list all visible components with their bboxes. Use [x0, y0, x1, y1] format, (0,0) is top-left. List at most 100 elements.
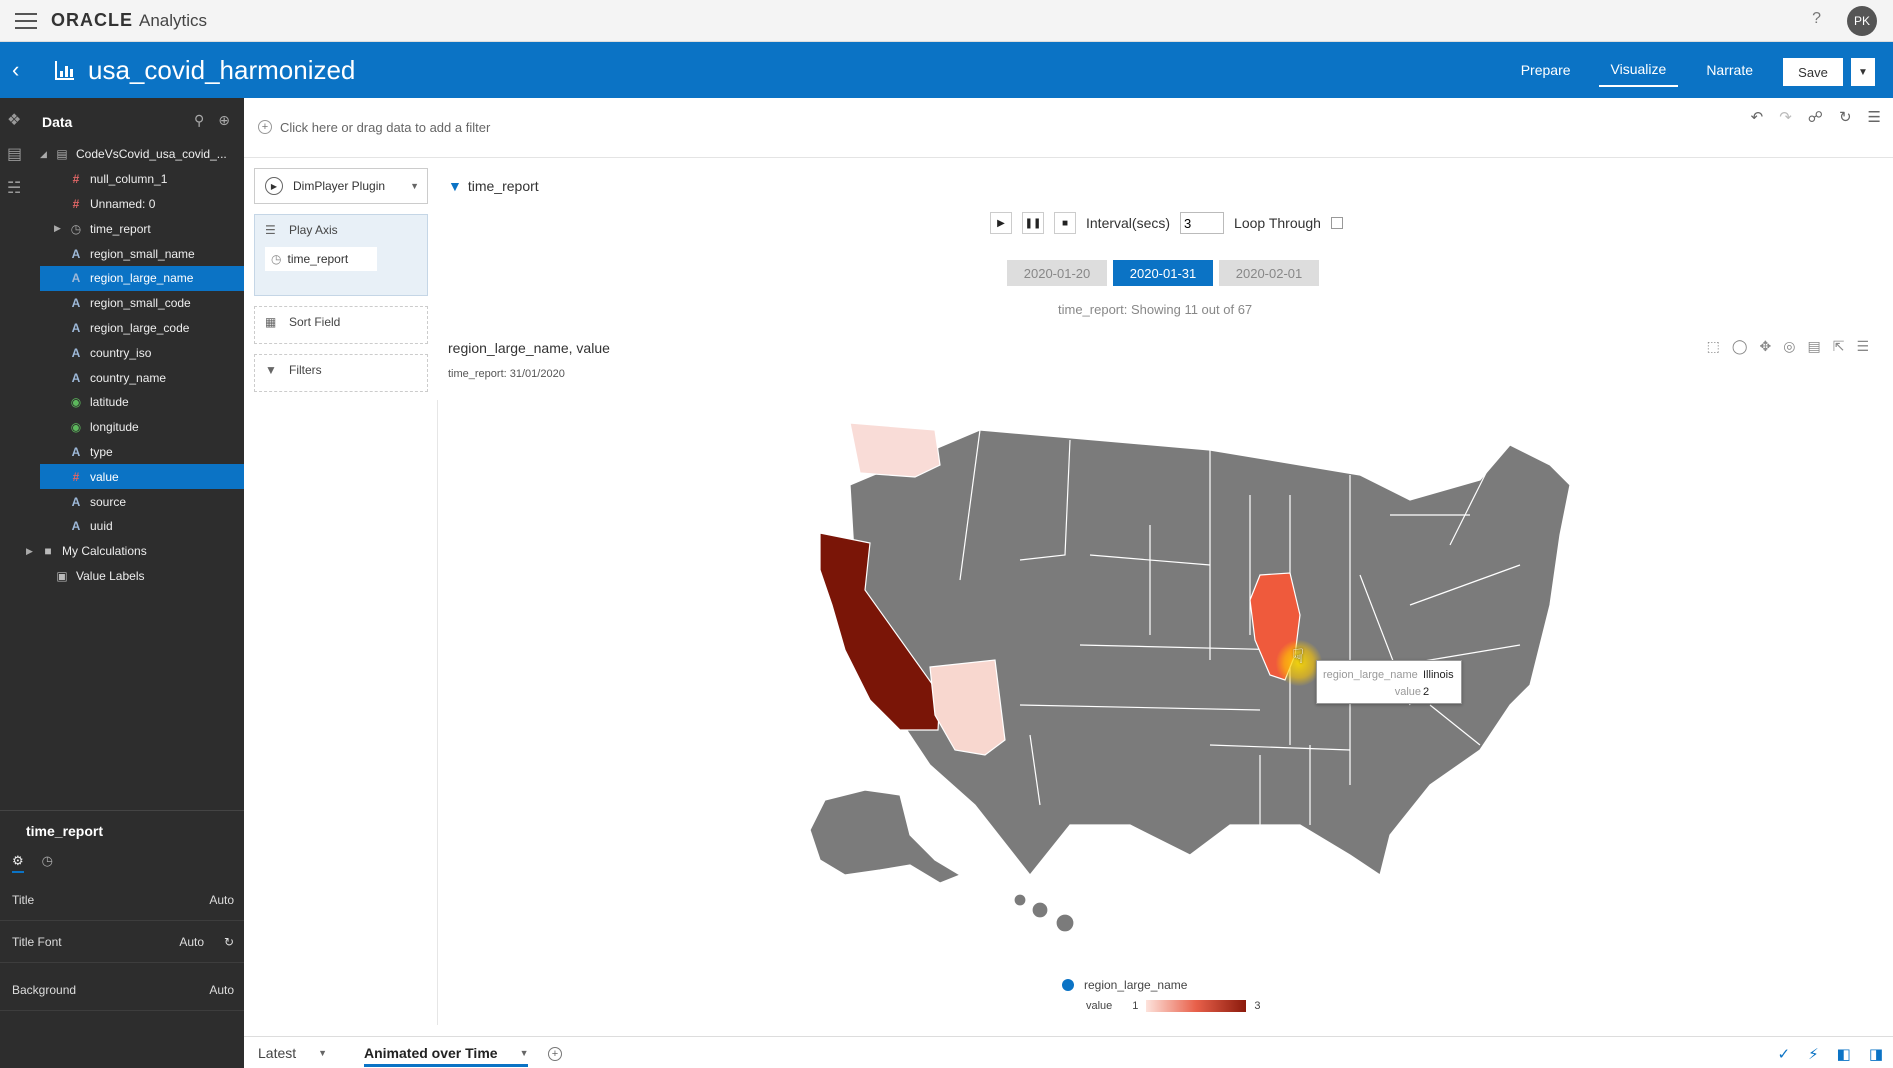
tooltip-key: region_large_name: [1323, 669, 1418, 681]
sort-field-section[interactable]: ▦ Sort Field: [254, 306, 428, 344]
data-column-item[interactable]: ▶ ◷ time_report: [40, 216, 244, 241]
showing-count: time_report: Showing 11 out of 67: [1058, 302, 1253, 317]
data-column-item[interactable]: # null_column_1: [40, 167, 244, 192]
state-shape-hawaii[interactable]: [1031, 901, 1049, 919]
state-washington[interactable]: [849, 422, 941, 478]
chevron-down-icon[interactable]: ▼: [519, 1048, 529, 1058]
loop-checkbox[interactable]: [1330, 217, 1343, 229]
mode-tabs: Prepare Visualize Narrate: [1521, 42, 1753, 98]
prop-title-row[interactable]: Title Auto: [0, 881, 244, 921]
viz-type-selector[interactable]: ▶ DimPlayer Plugin ▼: [254, 168, 428, 204]
prop-title-font-row[interactable]: Title Font Auto ↻: [0, 923, 244, 963]
panel-right-icon[interactable]: ◨: [1868, 1046, 1883, 1063]
tab-narrate[interactable]: Narrate: [1706, 62, 1753, 78]
prop-background-row[interactable]: Background Auto: [0, 971, 244, 1011]
save-options-dropdown[interactable]: ▼: [1851, 58, 1875, 86]
interval-input[interactable]: [1180, 212, 1225, 234]
dataset-node[interactable]: ◢ ▤ CodeVsCovid_usa_covid_...: [40, 142, 244, 167]
play-axis-section[interactable]: ☰ Play Axis ◷ time_report: [254, 214, 428, 296]
general-settings-icon[interactable]: ⚙: [12, 853, 24, 873]
reset-icon[interactable]: ↻: [223, 935, 234, 949]
data-elements-icon[interactable]: ❖: [7, 112, 22, 129]
collapse-caret-icon[interactable]: ◢: [40, 148, 47, 159]
state-shape-alaska[interactable]: [809, 789, 962, 884]
menu-icon[interactable]: ☰: [1867, 109, 1881, 126]
tab-prepare[interactable]: Prepare: [1520, 62, 1571, 78]
back-chevron-icon[interactable]: ‹: [12, 57, 20, 82]
refresh-icon[interactable]: ↻: [1838, 109, 1852, 126]
expand-caret-icon[interactable]: ▶: [54, 223, 61, 234]
hamburger-menu-icon[interactable]: [15, 12, 37, 29]
filter-placeholder[interactable]: Click here or drag data to add a filter: [280, 120, 491, 135]
viz-menu-icon[interactable]: ☰: [1856, 338, 1869, 354]
hover-highlight: [1276, 640, 1322, 686]
state-shape-hawaii[interactable]: [1013, 893, 1027, 907]
panel-left-icon[interactable]: ◧: [1836, 1046, 1851, 1063]
user-avatar[interactable]: PK: [1847, 6, 1877, 36]
date-button-active[interactable]: 2020-01-31: [1113, 260, 1213, 286]
player-controls: ▶ ❚❚ ■ Interval(secs) Loop Through: [990, 212, 1343, 234]
chevron-down-icon[interactable]: ▼: [410, 181, 419, 191]
canvas-tab-animated[interactable]: Animated over Time ▼: [364, 1045, 529, 1067]
prop-value[interactable]: Auto: [179, 935, 204, 949]
viz-filter-tag[interactable]: ▼ time_report: [448, 178, 539, 194]
state-california[interactable]: [819, 532, 941, 731]
canvas-tab-label: Animated over Time: [364, 1045, 498, 1061]
add-filter-icon[interactable]: +: [258, 120, 272, 134]
undo-icon[interactable]: ↶: [1750, 109, 1764, 126]
play-axis-chip[interactable]: ◷ time_report: [265, 247, 377, 271]
data-column-item[interactable]: ◉ latitude: [40, 390, 244, 415]
pan-icon[interactable]: ✥: [1759, 338, 1772, 354]
date-button[interactable]: 2020-02-01: [1219, 260, 1319, 286]
maximize-icon[interactable]: ⇱: [1832, 338, 1845, 354]
pause-button[interactable]: ❚❚: [1022, 212, 1044, 234]
lightning-icon[interactable]: ⚡: [1808, 1046, 1819, 1063]
select-area-icon[interactable]: ⬚: [1706, 338, 1720, 354]
map-tooltip: region_large_name Illinois value 2: [1316, 660, 1462, 704]
data-column-item[interactable]: ◉ longitude: [40, 415, 244, 440]
add-canvas-icon[interactable]: +: [548, 1047, 562, 1061]
data-panel: ❖ ▤ ☵ Data ⚲ ⊕ ◢ ▤ CodeVsCovid_usa_covid…: [0, 98, 244, 1068]
target-icon[interactable]: ◎: [1783, 338, 1796, 354]
filter-bar[interactable]: + Click here or drag data to add a filte…: [244, 98, 1893, 158]
search-icon[interactable]: ⚲: [194, 112, 205, 128]
text-type-icon: A: [71, 444, 81, 459]
visualizations-icon[interactable]: ▤: [7, 146, 23, 163]
share-icon[interactable]: ☍: [1807, 109, 1823, 126]
sort-field-label: Sort Field: [289, 315, 341, 329]
my-calculations-folder[interactable]: ▶ ■ My Calculations: [26, 539, 244, 564]
tab-visualize[interactable]: Visualize: [1598, 53, 1679, 87]
help-icon[interactable]: ?: [1812, 10, 1821, 27]
lasso-icon[interactable]: ◯: [1731, 338, 1748, 354]
prop-value[interactable]: Auto: [209, 983, 234, 997]
expand-caret-icon[interactable]: ▶: [26, 545, 33, 556]
chevron-down-icon[interactable]: ▼: [318, 1048, 328, 1058]
prop-value[interactable]: Auto: [209, 893, 234, 907]
state-shape-hawaii[interactable]: [1055, 913, 1075, 933]
data-column-item[interactable]: # value: [40, 464, 244, 490]
add-data-icon[interactable]: ⊕: [218, 112, 230, 128]
redo-icon[interactable]: ↷: [1779, 109, 1792, 126]
filters-section[interactable]: ▼ Filters: [254, 354, 428, 392]
time-settings-icon[interactable]: ◷: [41, 853, 53, 868]
save-button[interactable]: Save: [1783, 58, 1843, 86]
date-button[interactable]: 2020-01-20: [1007, 260, 1107, 286]
canvas-tab-latest[interactable]: Latest ▼: [258, 1045, 327, 1061]
data-column-item[interactable]: # Unnamed: 0: [40, 192, 244, 217]
state-arizona[interactable]: [929, 659, 1006, 756]
play-button[interactable]: ▶: [990, 212, 1012, 234]
auto-apply-icon[interactable]: ✓: [1777, 1046, 1791, 1063]
bar-chart-icon[interactable]: ▤: [1807, 338, 1821, 354]
analytics-icon[interactable]: ☵: [7, 180, 22, 197]
stop-button[interactable]: ■: [1054, 212, 1076, 234]
value-labels-node[interactable]: ▣ Value Labels: [40, 564, 244, 589]
